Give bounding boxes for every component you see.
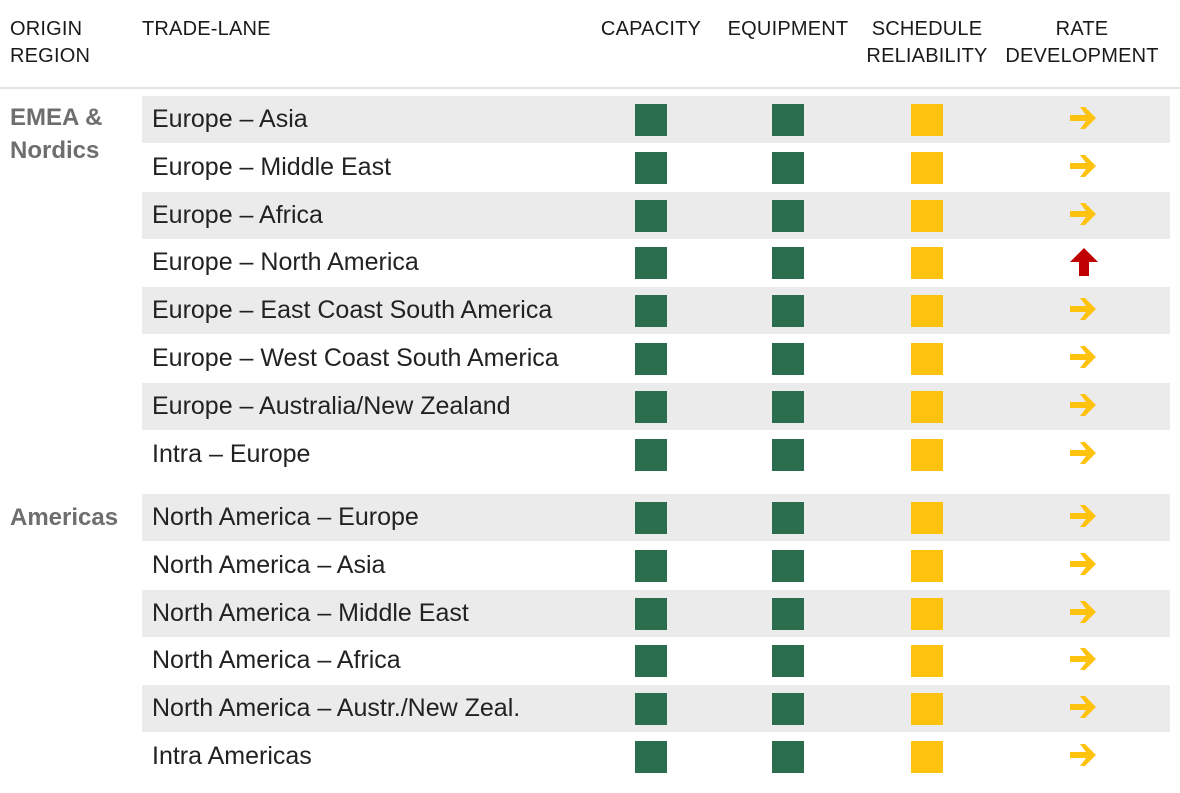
schedule-reliability-indicator bbox=[911, 247, 943, 279]
schedule-reliability-indicator bbox=[911, 741, 943, 773]
equipment-indicator bbox=[772, 598, 804, 630]
trade-lane-label: Europe – Africa bbox=[152, 201, 323, 229]
capacity-indicator bbox=[635, 104, 667, 136]
equipment-indicator bbox=[772, 343, 804, 375]
header-divider bbox=[0, 87, 1180, 89]
arrow-right-icon bbox=[1070, 744, 1096, 766]
table-row: Intra Americas bbox=[142, 733, 1170, 780]
table-row: Europe – Asia bbox=[142, 96, 1170, 143]
equipment-indicator bbox=[772, 439, 804, 471]
trade-lane-label: North America – Asia bbox=[152, 551, 386, 579]
capacity-indicator bbox=[635, 200, 667, 232]
table-row: Intra – Europe bbox=[142, 431, 1170, 478]
equipment-indicator bbox=[772, 693, 804, 725]
schedule-reliability-indicator bbox=[911, 200, 943, 232]
arrow-right-icon bbox=[1070, 696, 1096, 718]
arrow-right-icon bbox=[1070, 648, 1096, 670]
equipment-indicator bbox=[772, 200, 804, 232]
schedule-reliability-indicator bbox=[911, 104, 943, 136]
arrow-right-icon bbox=[1070, 203, 1096, 225]
arrow-right-icon bbox=[1070, 394, 1096, 416]
schedule-reliability-indicator bbox=[911, 343, 943, 375]
table-row: Europe – Australia/New Zealand bbox=[142, 383, 1170, 430]
schedule-reliability-indicator bbox=[911, 550, 943, 582]
arrow-right-icon bbox=[1070, 346, 1096, 368]
schedule-reliability-indicator bbox=[911, 693, 943, 725]
table-row: North America – Asia bbox=[142, 542, 1170, 589]
capacity-indicator bbox=[635, 645, 667, 677]
region-label: Americas bbox=[10, 504, 119, 531]
capacity-indicator bbox=[635, 741, 667, 773]
arrow-up-icon bbox=[1070, 248, 1098, 276]
capacity-indicator bbox=[635, 152, 667, 184]
equipment-indicator bbox=[772, 645, 804, 677]
table-row: Europe – East Coast South America bbox=[142, 287, 1170, 334]
schedule-reliability-indicator bbox=[911, 645, 943, 677]
schedule-reliability-indicator bbox=[911, 502, 943, 534]
capacity-indicator bbox=[635, 295, 667, 327]
schedule-reliability-indicator bbox=[911, 391, 943, 423]
trade-lane-label: North America – Africa bbox=[152, 646, 401, 674]
equipment-indicator bbox=[772, 502, 804, 534]
header-schedule-reliability: SCHEDULE RELIABILITY bbox=[866, 18, 988, 67]
capacity-indicator bbox=[635, 247, 667, 279]
equipment-indicator bbox=[772, 104, 804, 136]
header-trade-lane: TRADE-LANE bbox=[142, 18, 271, 40]
trade-lane-label: Europe – Asia bbox=[152, 105, 308, 133]
trade-lane-label: Europe – Middle East bbox=[152, 153, 392, 181]
arrow-right-icon bbox=[1070, 155, 1096, 177]
schedule-reliability-indicator bbox=[911, 598, 943, 630]
arrow-right-icon bbox=[1070, 442, 1096, 464]
arrow-right-icon bbox=[1070, 553, 1096, 575]
table-row: Europe – West Coast South America bbox=[142, 335, 1170, 382]
arrow-right-icon bbox=[1070, 601, 1096, 623]
trade-lane-label: Intra Americas bbox=[152, 742, 312, 770]
trade-lane-label: Intra – Europe bbox=[152, 440, 311, 468]
equipment-indicator bbox=[772, 247, 804, 279]
trade-lane-label: Europe – North America bbox=[152, 248, 419, 276]
capacity-indicator bbox=[635, 343, 667, 375]
equipment-indicator bbox=[772, 152, 804, 184]
capacity-indicator bbox=[635, 502, 667, 534]
schedule-reliability-indicator bbox=[911, 295, 943, 327]
table-row: North America – Austr./New Zeal. bbox=[142, 685, 1170, 732]
schedule-reliability-indicator bbox=[911, 152, 943, 184]
region-label: EMEA & Nordics bbox=[10, 104, 103, 164]
trade-lane-label: Europe – West Coast South America bbox=[152, 344, 559, 372]
table-row: North America – Middle East bbox=[142, 590, 1170, 637]
arrow-right-icon bbox=[1070, 107, 1096, 129]
trade-lane-label: Europe – Australia/New Zealand bbox=[152, 392, 511, 420]
table-row: Europe – Africa bbox=[142, 192, 1170, 239]
equipment-indicator bbox=[772, 741, 804, 773]
table-row: North America – Africa bbox=[142, 637, 1170, 684]
header-capacity: CAPACITY bbox=[600, 18, 702, 40]
arrow-right-icon bbox=[1070, 505, 1096, 527]
capacity-indicator bbox=[635, 598, 667, 630]
capacity-indicator bbox=[635, 550, 667, 582]
capacity-indicator bbox=[635, 439, 667, 471]
capacity-indicator bbox=[635, 391, 667, 423]
table-row: Europe – North America bbox=[142, 239, 1170, 286]
header-rate-development: RATE DEVELOPMENT bbox=[1005, 18, 1159, 67]
equipment-indicator bbox=[772, 391, 804, 423]
capacity-indicator bbox=[635, 693, 667, 725]
trade-lane-label: North America – Austr./New Zeal. bbox=[152, 694, 521, 722]
header-equipment: EQUIPMENT bbox=[727, 18, 849, 40]
table-row: Europe – Middle East bbox=[142, 144, 1170, 191]
arrow-right-icon bbox=[1070, 298, 1096, 320]
equipment-indicator bbox=[772, 295, 804, 327]
table-row: North America – Europe bbox=[142, 494, 1170, 541]
trade-lane-label: North America – Europe bbox=[152, 503, 419, 531]
trade-lane-label: Europe – East Coast South America bbox=[152, 296, 553, 324]
header-origin-region: ORIGIN REGION bbox=[10, 18, 91, 67]
schedule-reliability-indicator bbox=[911, 439, 943, 471]
trade-lane-label: North America – Middle East bbox=[152, 599, 469, 627]
equipment-indicator bbox=[772, 550, 804, 582]
